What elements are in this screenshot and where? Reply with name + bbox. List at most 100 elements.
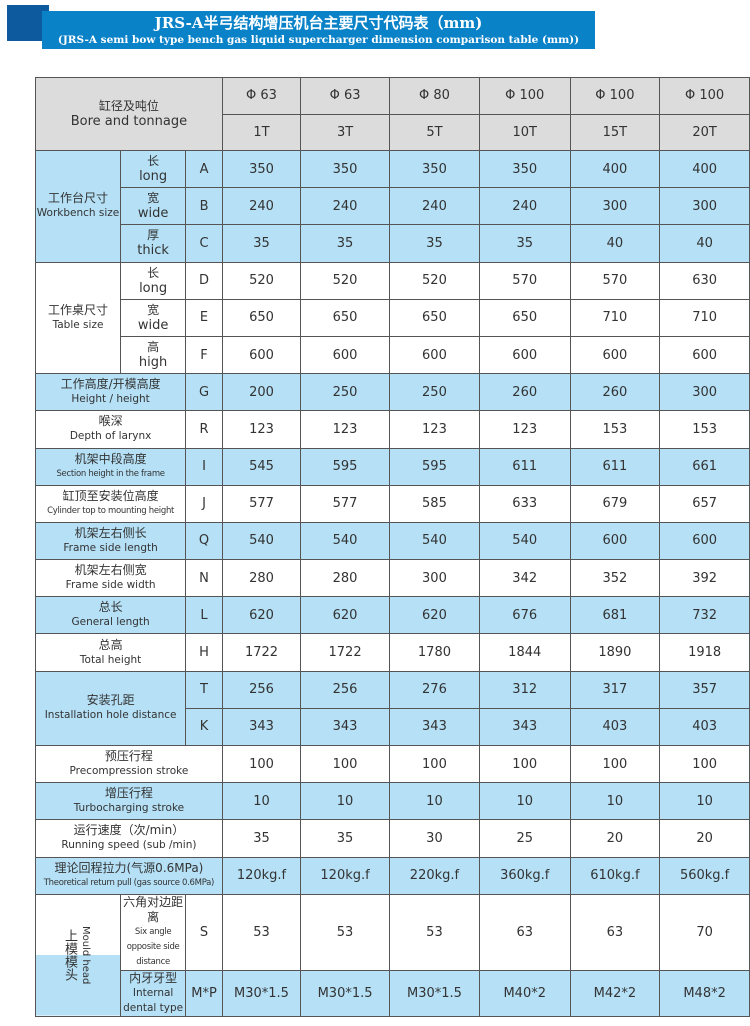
label-en: Frame side length xyxy=(63,541,158,554)
tonnage: 15T xyxy=(602,124,628,140)
dimension-label: 宽 wide xyxy=(119,187,187,226)
value: 343 xyxy=(332,719,358,735)
value: 610kg.f xyxy=(590,868,640,884)
value-cell: 600 xyxy=(659,521,750,561)
value: 200 xyxy=(249,384,274,400)
value: 570 xyxy=(602,273,628,289)
value: 520 xyxy=(422,273,447,289)
tonnage-cell: 20T xyxy=(659,113,750,151)
value-cell: M42*2 xyxy=(569,969,661,1017)
table-row: 喉深 Depth of larynx R 123 123 123 123 153 153 xyxy=(34,410,750,449)
value: 10 xyxy=(606,793,624,809)
value-cell: 300 xyxy=(569,187,661,226)
value: 600 xyxy=(692,533,718,549)
dimension-label: 机架左右侧长 Frame side length xyxy=(34,521,187,561)
value: 35 xyxy=(426,235,443,251)
group-cn: 工作台尺寸 xyxy=(47,191,108,206)
value: 240 xyxy=(422,198,447,214)
value: 35 xyxy=(336,235,354,251)
dimension-label: 运行速度（次/min） Running speed (sub /min) xyxy=(35,819,223,858)
value: 240 xyxy=(332,198,358,214)
value-cell: 595 xyxy=(389,447,480,486)
value: 633 xyxy=(512,496,538,512)
value-cell: 1722 xyxy=(300,633,391,672)
value: 100 xyxy=(512,756,538,772)
value-cell: 317 xyxy=(569,670,661,709)
label-cn: 机架中段高度 xyxy=(74,451,147,466)
label-en: wide xyxy=(137,317,169,333)
code-cell: G xyxy=(185,373,223,412)
table-row: 安装孔距 Installation hole distance T 256 256 276… xyxy=(34,670,750,747)
dimension-label: 内牙牙型 Internal dental type xyxy=(119,969,187,1017)
title-en: (JRS-A semi bow type bench gas liquid su… xyxy=(57,34,580,46)
value-cell: 10 xyxy=(389,782,480,821)
code: C xyxy=(199,235,209,251)
value: 620 xyxy=(422,607,447,623)
value: 343 xyxy=(512,719,538,735)
value: 352 xyxy=(602,570,628,586)
value: 10 xyxy=(426,793,443,809)
value: 343 xyxy=(249,719,274,735)
label-en: long xyxy=(139,280,168,296)
value-cell: 120kg.f xyxy=(300,856,391,895)
code: G xyxy=(198,384,210,400)
value-cell: 600 xyxy=(478,335,571,375)
value: 343 xyxy=(422,719,447,735)
group-en: Workbench size xyxy=(36,207,120,220)
label-en: high xyxy=(138,355,168,371)
value-cell: M48*2 xyxy=(659,969,750,1017)
value: M42*2 xyxy=(593,985,637,1001)
value-cell: 577 xyxy=(221,484,302,523)
value: 600 xyxy=(602,347,628,363)
value: 710 xyxy=(602,310,628,326)
value-cell: 570 xyxy=(569,261,661,300)
label-cn: 宽 xyxy=(147,302,160,317)
value-cell: 357 xyxy=(659,670,750,709)
table-row: 缸径及吨位 Bore and tonnage Φ 63 Φ 63 Φ 80 Φ 100 Φ … xyxy=(35,77,750,151)
value: 280 xyxy=(332,570,358,586)
value: 595 xyxy=(422,459,447,475)
table-row: 工作桌尺寸 Table size 长 long D 520 520 520 570 570 630 xyxy=(35,261,750,375)
bore-cell: Φ 63 xyxy=(300,77,391,115)
label-cn: 宽 xyxy=(147,191,160,206)
value-cell: 200 xyxy=(221,373,302,412)
value: 400 xyxy=(602,161,628,177)
dimension-table: 缸径及吨位 Bore and tonnage Φ 63 Φ 63 Φ 80 Φ 100 Φ … xyxy=(34,77,750,1017)
code: R xyxy=(199,421,209,437)
code: M*P xyxy=(191,985,217,1001)
value-cell: 595 xyxy=(300,447,391,486)
dimension-label: 理论回程拉力(气源0.6MPa) Theoretical return pull … xyxy=(35,856,223,895)
value: 650 xyxy=(422,310,447,326)
tonnage: 3T xyxy=(336,124,354,140)
code: A xyxy=(199,161,209,177)
bore-cell: Φ 63 xyxy=(221,77,302,115)
value-cell: 123 xyxy=(300,410,391,449)
value-cell: 540 xyxy=(300,521,391,561)
value: 595 xyxy=(332,459,358,475)
value: 30 xyxy=(426,830,443,846)
value: 1890 xyxy=(598,645,632,661)
value: 53 xyxy=(253,924,270,940)
workbench-group-label: 工作台尺寸 Workbench size xyxy=(35,150,121,263)
value-cell: 250 xyxy=(389,373,480,412)
label-en: thick xyxy=(137,243,169,259)
value-cell: 600 xyxy=(300,335,391,375)
title-cn: JRS-A半弓结构增压机台主要尺寸代码表（mm) xyxy=(154,14,483,32)
label-cn: 喉深 xyxy=(98,414,123,429)
value: 100 xyxy=(422,756,447,772)
value: 392 xyxy=(692,570,718,586)
value-cell: 35 xyxy=(300,819,391,858)
value-cell: 10 xyxy=(478,782,571,821)
value-cell: 312 xyxy=(478,670,571,709)
value-cell: 280 xyxy=(221,559,302,598)
value: 520 xyxy=(249,273,274,289)
dimension-label: 六角对边距离 Six angle opposite side distance xyxy=(119,893,187,971)
value: M30*1.5 xyxy=(317,985,373,1001)
value: 1918 xyxy=(688,645,722,661)
value: 540 xyxy=(512,533,538,549)
value-cell: 611 xyxy=(478,447,571,486)
value-cell: M30*1.5 xyxy=(221,969,302,1017)
value-cell: 350 xyxy=(389,149,480,189)
code-cell: R xyxy=(185,410,223,449)
code-cell: K xyxy=(185,707,223,747)
